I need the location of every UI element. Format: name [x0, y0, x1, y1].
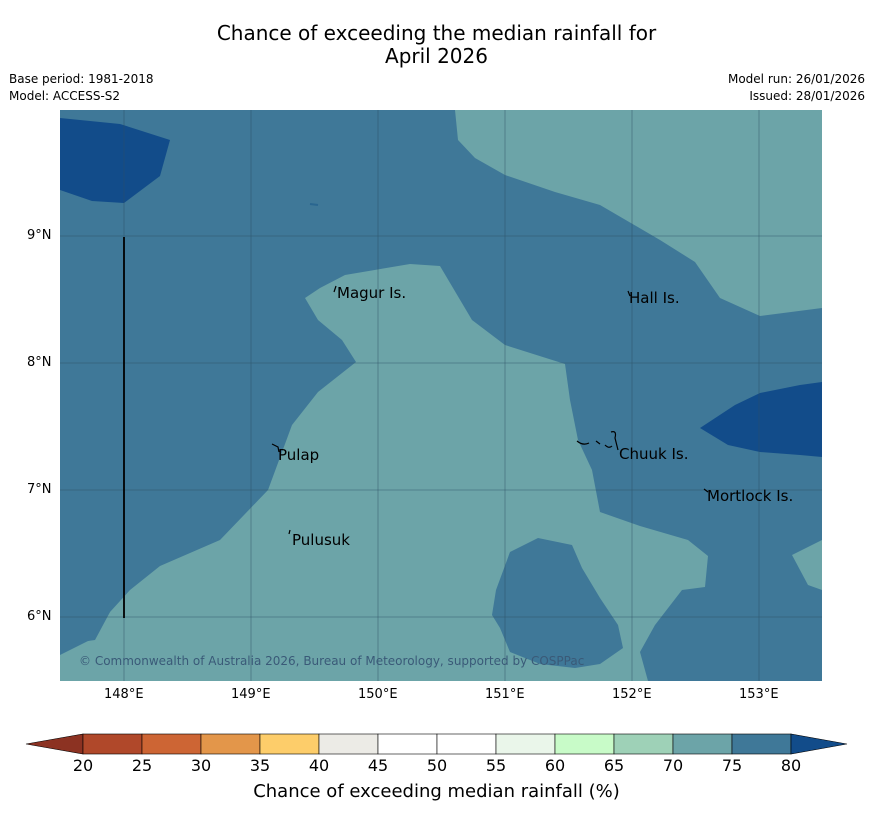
colorbar [25, 733, 848, 755]
place-label-pulusuk: Pulusuk [292, 531, 350, 549]
copyright-notice: © Commonwealth of Australia 2026, Bureau… [79, 654, 585, 668]
map-region-75-80-south [492, 538, 623, 668]
colorbar-segment-6 [436, 733, 497, 755]
colorbar-segment-0 [82, 733, 143, 755]
colorbar-title: Chance of exceeding median rainfall (%) [253, 781, 620, 802]
colorbar-tick-45: 45 [367, 756, 389, 775]
map-region-75-80-sw [60, 612, 110, 645]
colorbar-tick-20: 20 [72, 756, 94, 775]
longitude-label-150e: 150°E [358, 687, 398, 702]
model-name: Model: ACCESS-S2 [9, 89, 121, 103]
latitude-label-7n: 7°N [27, 482, 52, 497]
map-region-70-75-north [455, 110, 822, 316]
title-line-1: Chance of exceeding the median rainfall … [216, 21, 657, 45]
colorbar-tick-65: 65 [603, 756, 625, 775]
colorbar-segment-7 [495, 733, 556, 755]
longitude-label-153e: 153°E [739, 687, 779, 702]
place-label-chuuk: Chuuk Is. [619, 445, 689, 463]
latitude-label-6n: 6°N [27, 609, 52, 624]
colorbar-tick-40: 40 [308, 756, 330, 775]
meta-left: Base period: 1981-2018 Model: ACCESS-S2 [9, 71, 154, 105]
map-region-80-nw [60, 118, 170, 203]
small-feature [309, 203, 319, 206]
colorbar-over-arrow [790, 733, 848, 755]
place-label-pulap: Pulap [278, 446, 320, 464]
longitude-label-149e: 149°E [231, 687, 271, 702]
colorbar-segment-3 [259, 733, 320, 755]
colorbar-tick-70: 70 [662, 756, 684, 775]
colorbar-tick-55: 55 [485, 756, 507, 775]
colorbar-tick-50: 50 [426, 756, 448, 775]
colorbar-segment-9 [613, 733, 674, 755]
colorbar-tick-35: 35 [249, 756, 271, 775]
island-outlines [271, 285, 709, 535]
colorbar-tick-75: 75 [721, 756, 743, 775]
base-period: Base period: 1981-2018 [9, 72, 154, 86]
colorbar-tick-80: 80 [780, 756, 802, 775]
colorbar-segment-4 [318, 733, 379, 755]
longitude-label-152e: 152°E [612, 687, 652, 702]
colorbar-segment-11 [731, 733, 792, 755]
colorbar-segment-2 [200, 733, 261, 755]
place-label-mortlock: Mortlock Is. [707, 487, 794, 505]
place-label-magur: Magur Is. [337, 284, 407, 302]
colorbar-segment-5 [377, 733, 438, 755]
model-run: Model run: 26/01/2026 [727, 72, 865, 86]
colorbar-segment-8 [554, 733, 615, 755]
colorbar-tick-60: 60 [544, 756, 566, 775]
longitude-label-148e: 148°E [104, 687, 144, 702]
title-line-2: April 2026 [385, 44, 488, 68]
colorbar-tick-30: 30 [190, 756, 212, 775]
colorbar-tick-25: 25 [131, 756, 153, 775]
map-region-80-east [700, 382, 822, 457]
map-title: Chance of exceeding the median rainfall … [0, 22, 873, 68]
issued-date: Issued: 28/01/2026 [749, 89, 865, 103]
latitude-label-9n: 9°N [27, 228, 52, 243]
latitude-label-8n: 8°N [27, 355, 52, 370]
colorbar-segment-10 [672, 733, 733, 755]
colorbar-under-arrow [25, 733, 84, 755]
longitude-label-151e: 151°E [485, 687, 525, 702]
meta-right: Model run: 26/01/2026 Issued: 28/01/2026 [728, 71, 865, 105]
place-label-hall: Hall Is. [629, 289, 680, 307]
map-region-70-75-east [792, 540, 822, 590]
colorbar-segment-1 [141, 733, 202, 755]
